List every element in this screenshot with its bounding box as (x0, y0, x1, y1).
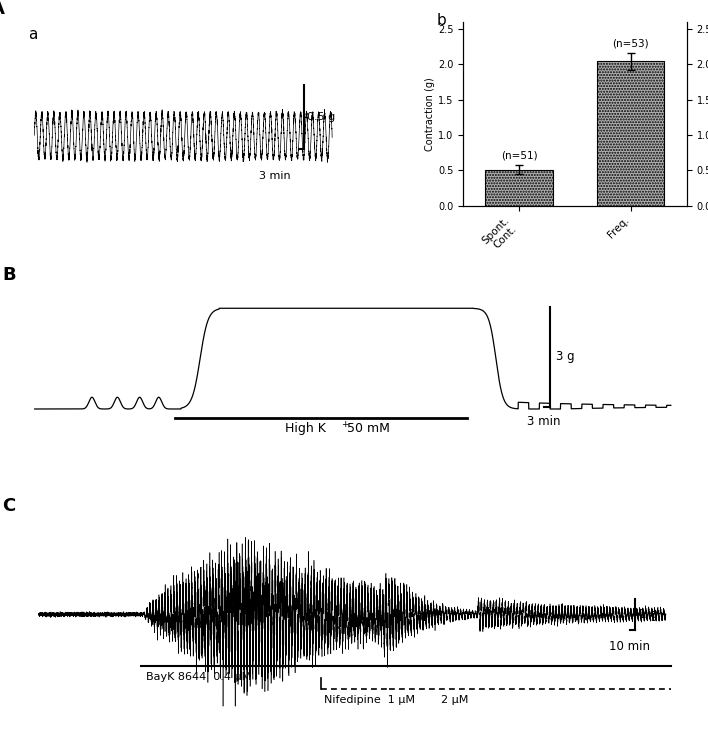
Text: (n=53): (n=53) (612, 38, 649, 48)
Text: 2 μM: 2 μM (441, 695, 469, 705)
Text: 10 min: 10 min (609, 639, 650, 653)
Text: 50 mM: 50 mM (343, 423, 390, 435)
Text: 3 min: 3 min (258, 172, 290, 181)
Text: 0.5 g: 0.5 g (307, 112, 336, 122)
Bar (486, 169, 552, 206)
Text: C: C (2, 497, 16, 515)
Text: a: a (28, 28, 38, 42)
Text: 3 g: 3 g (556, 350, 575, 364)
Text: b: b (436, 12, 446, 28)
Bar (598, 61, 664, 206)
Text: A: A (0, 0, 4, 18)
Text: BayK 8644  0.4 μM: BayK 8644 0.4 μM (147, 672, 251, 682)
Text: High K: High K (285, 423, 326, 435)
Text: 3 min: 3 min (527, 415, 560, 428)
Text: 1 g: 1 g (639, 608, 658, 621)
Text: (n=51): (n=51) (501, 150, 537, 161)
Text: +: + (341, 420, 348, 429)
Y-axis label: Contraction (g): Contraction (g) (425, 77, 435, 150)
Text: Nifedipine  1 μM: Nifedipine 1 μM (324, 695, 415, 705)
Text: B: B (2, 266, 16, 284)
